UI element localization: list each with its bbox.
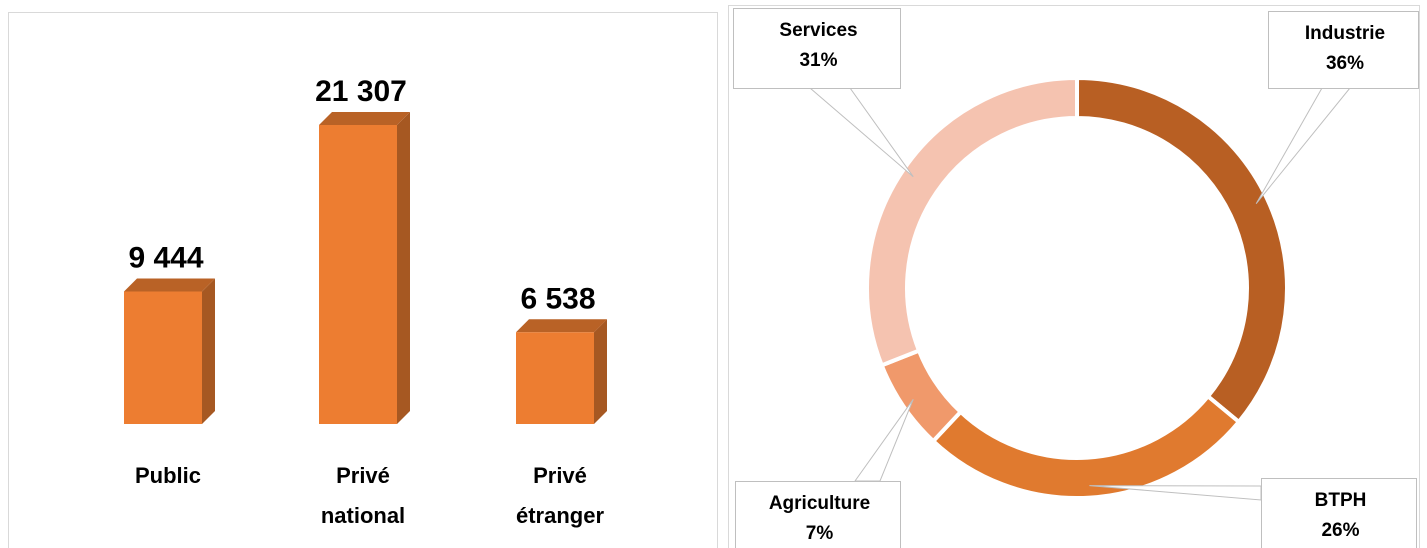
category-label: Agriculture (769, 493, 870, 514)
category-label: BTPH (1315, 490, 1367, 511)
bar-top (516, 319, 607, 333)
donut-segment (865, 75, 1079, 368)
category-label: Public (135, 463, 201, 488)
callout-box (733, 8, 901, 89)
bar-front (516, 332, 594, 424)
category-label: Industrie (1305, 23, 1385, 44)
data-label: 9 444 (128, 241, 203, 274)
bar-side (202, 278, 215, 424)
category-label: Privé étranger (516, 463, 604, 528)
bar (516, 319, 607, 424)
bar-front (319, 125, 397, 424)
bar-front (124, 291, 202, 424)
bar (124, 278, 215, 424)
bar (319, 112, 410, 424)
bar-top (319, 112, 410, 125)
data-label: 21 307 (315, 75, 407, 108)
bar-side (397, 112, 410, 424)
data-label: 7% (806, 523, 834, 544)
category-label: Services (779, 20, 857, 41)
callout-box (1268, 11, 1419, 89)
data-label: 26% (1321, 520, 1359, 541)
bar-top (124, 278, 215, 292)
data-label: 31% (799, 50, 837, 71)
callout-box (735, 481, 901, 548)
data-label: 36% (1326, 53, 1364, 74)
callout-box (1261, 478, 1417, 548)
category-label: Privé national (321, 463, 405, 528)
bar-side (594, 319, 607, 424)
data-label: 6 538 (520, 282, 595, 315)
